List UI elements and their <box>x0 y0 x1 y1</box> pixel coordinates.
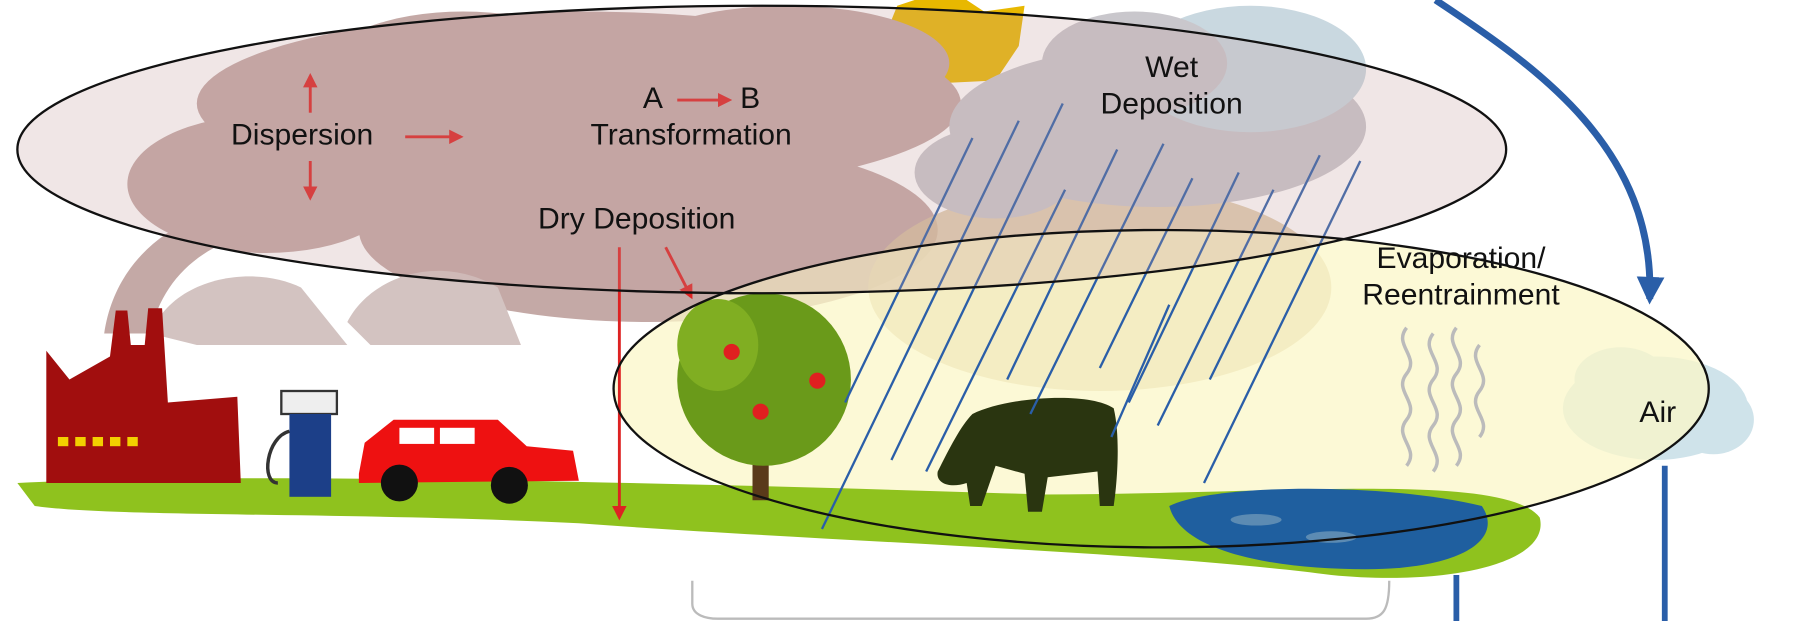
evaporation-wisps <box>1400 326 1486 473</box>
label: A <box>643 82 663 115</box>
pond <box>1169 488 1488 570</box>
rain-cloud <box>914 5 1367 219</box>
red-arrows <box>303 73 733 521</box>
label: Reentrainment <box>1362 279 1560 312</box>
label: Dispersion <box>231 119 373 152</box>
tree <box>677 293 851 501</box>
surface-ellipse <box>612 228 1710 549</box>
factory-windows <box>57 437 138 447</box>
car <box>358 419 579 504</box>
ground <box>17 478 1541 578</box>
gas-pump <box>266 389 339 497</box>
atmosphere-ellipse <box>16 4 1508 295</box>
label: Evaporation/ <box>1377 242 1547 275</box>
label: Transformation <box>590 119 791 152</box>
fish <box>1230 514 1282 526</box>
label: B <box>740 82 760 115</box>
cow <box>937 397 1118 512</box>
label: Wet <box>1145 51 1199 84</box>
air-arrow <box>1433 0 1665 305</box>
label: Deposition <box>1100 88 1242 121</box>
label: Air <box>1639 396 1676 429</box>
label: Dry Deposition <box>538 203 735 236</box>
bracket <box>691 580 1391 620</box>
